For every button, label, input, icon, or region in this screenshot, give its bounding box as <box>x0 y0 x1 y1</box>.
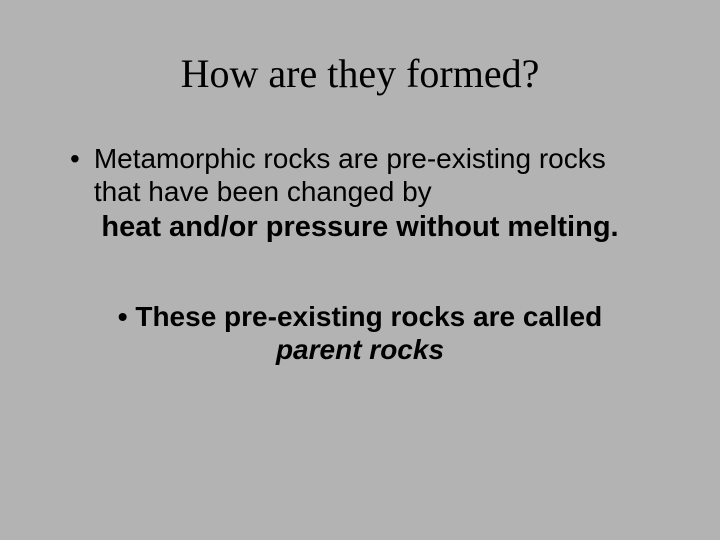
bullet2-italic-suffix: parent rocks <box>276 334 444 365</box>
bullet-marker-icon: • <box>70 142 80 176</box>
bullet-row: • Metamorphic rocks are pre-existing roc… <box>70 142 650 208</box>
bullet-lead-text: Metamorphic rocks are pre-existing rocks… <box>94 142 650 208</box>
slide-title: How are they formed? <box>50 50 670 97</box>
bullet-marker-icon: • <box>118 301 128 332</box>
bullet2-prefix: These pre-existing rocks are called <box>135 301 602 332</box>
bullet-item-2: • These pre-existing rocks are called pa… <box>70 300 650 367</box>
bullet-emphasis-text: heat and/or pressure without melting. <box>70 210 650 245</box>
bullet2-text: • These pre-existing rocks are called pa… <box>70 300 650 367</box>
bullet-item-1: • Metamorphic rocks are pre-existing roc… <box>70 142 650 245</box>
slide: How are they formed? • Metamorphic rocks… <box>0 0 720 540</box>
